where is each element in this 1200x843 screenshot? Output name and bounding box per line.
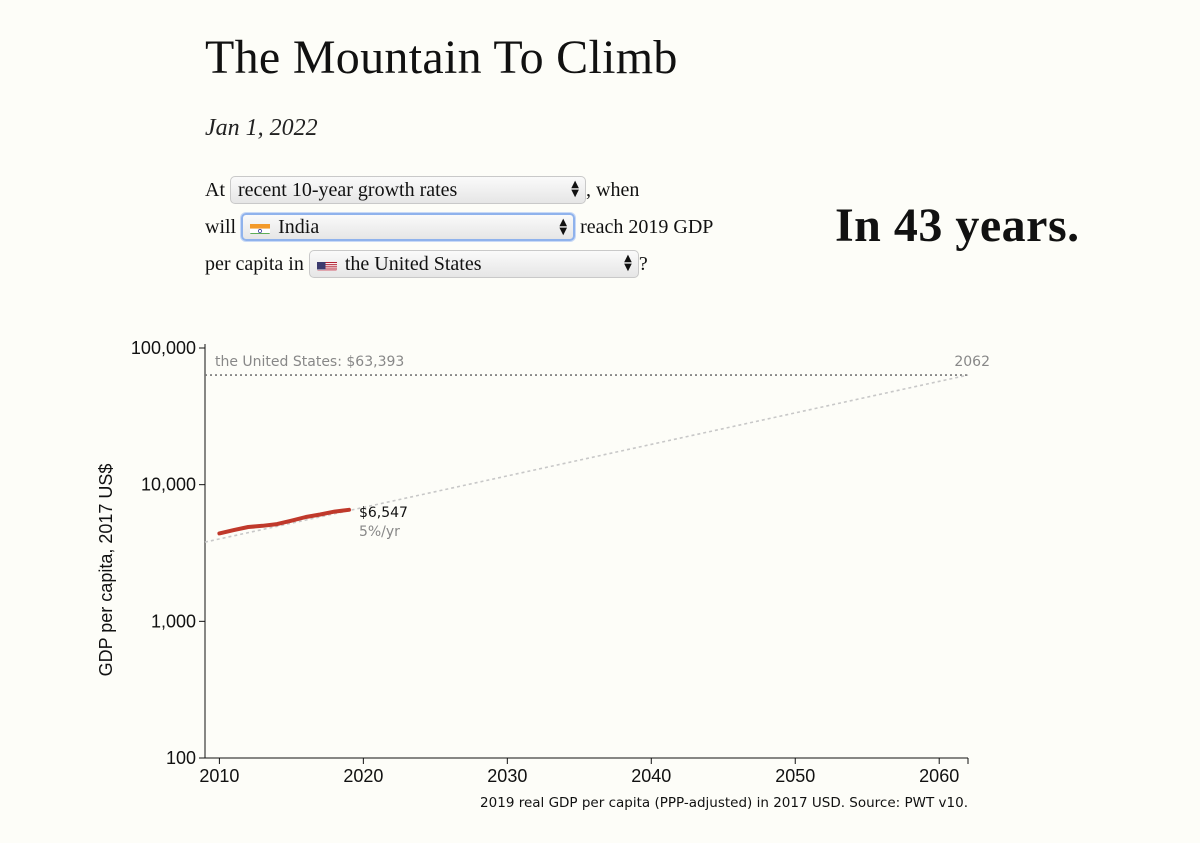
chart-marks: the United States: $63,393 2062 $6,547 5%/y… [204, 354, 990, 543]
target-select-value: the United States [344, 252, 482, 275]
y-tick-label: 1,000 [151, 611, 196, 631]
y-tick-label: 100 [166, 748, 196, 768]
growth-rate-select[interactable]: recent 10-year growth rates ▲ ▼ [230, 175, 586, 204]
gdp-chart: 100 1,000 10,000 100,000 2010 2020 2030 2040 205… [96, 338, 990, 811]
projection-line [204, 374, 969, 543]
y-tick-label: 10,000 [141, 475, 196, 495]
growth-rate-label: 5%/yr [359, 524, 400, 540]
x-tick-label: 2030 [487, 766, 527, 786]
source-note: 2019 real GDP per capita (PPP-adjusted) … [480, 795, 968, 811]
select-arrows-icon: ▲ ▼ [624, 252, 632, 273]
history-line [217, 507, 351, 536]
question-line-2: will India ▲ ▼ reach 2019 GDP [205, 212, 713, 242]
history-point [334, 511, 336, 513]
select-arrows-icon: ▲ ▼ [559, 216, 568, 237]
us-flag-icon [316, 257, 337, 271]
question-line-3: per capita in the United States ▲ ▼ ? [205, 249, 648, 279]
history-point [305, 516, 307, 518]
history-point [319, 513, 321, 515]
sentence-text: ? [638, 253, 648, 275]
country-select[interactable]: India ▲ ▼ [241, 212, 576, 241]
target-country-select[interactable]: the United States ▲ ▼ [308, 249, 639, 278]
india-flag-icon [250, 220, 271, 234]
page-title: The Mountain To Climb [205, 31, 678, 84]
chart-axes: 100 1,000 10,000 100,000 2010 2020 2030 2040 205… [131, 338, 969, 786]
sentence-text: will [205, 216, 237, 238]
sentence-text: per capita in [205, 253, 304, 275]
y-axis-title: GDP per capita, 2017 US$ [96, 464, 116, 677]
x-tick-label: 2010 [199, 766, 239, 786]
x-tick-label: 2040 [631, 766, 671, 786]
history-point [348, 509, 350, 511]
growth-rate-select-value: recent 10-year growth rates [238, 178, 458, 201]
select-arrows-icon: ▲ ▼ [571, 178, 579, 199]
history-point [233, 529, 235, 531]
history-point [290, 520, 292, 522]
x-tick-label: 2060 [919, 766, 959, 786]
x-tick-label: 2020 [343, 766, 383, 786]
answer-years: In 43 years. [835, 199, 1080, 252]
target-line-label: the United States: $63,393 [215, 354, 404, 370]
target-year-label: 2062 [954, 354, 990, 370]
publish-date: Jan 1, 2022 [205, 115, 318, 141]
country-select-value: India [278, 215, 320, 238]
history-point [218, 532, 220, 534]
y-tick-label: 100,000 [131, 338, 196, 358]
sentence-text: , when [586, 179, 640, 201]
question-line-1: At recent 10-year growth rates ▲ ▼ , when [205, 175, 639, 205]
history-point [247, 526, 249, 528]
sentence-text: reach 2019 GDP [580, 216, 714, 238]
x-tick-label: 2050 [775, 766, 815, 786]
history-point [262, 525, 264, 527]
sentence-text: At [205, 179, 225, 201]
end-value-label: $6,547 [359, 505, 408, 521]
history-point [276, 523, 278, 525]
